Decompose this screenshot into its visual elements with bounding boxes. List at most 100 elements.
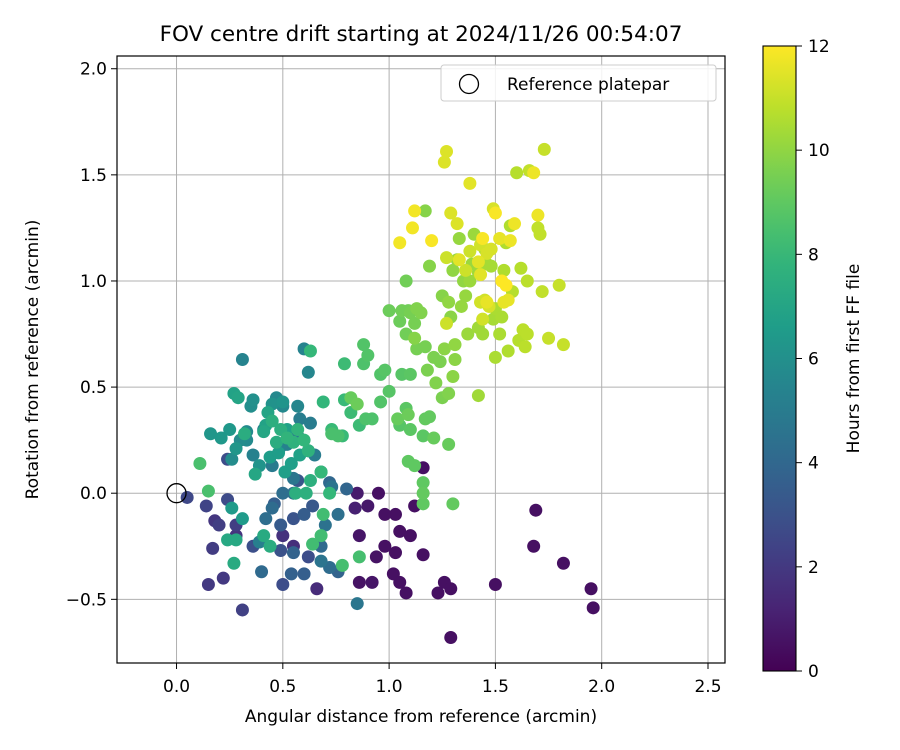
data-point [497, 263, 511, 277]
data-point [331, 507, 345, 521]
data-point [352, 550, 366, 564]
data-point [408, 204, 422, 218]
data-point [520, 274, 534, 288]
y-axis-label: Rotation from reference (arcmin) [23, 220, 43, 500]
data-point [471, 389, 485, 403]
data-point [431, 586, 445, 600]
data-point [314, 554, 328, 568]
data-point [416, 486, 430, 500]
y-tick-label: 1.0 [80, 272, 107, 292]
data-point [448, 338, 462, 352]
data-point [533, 227, 547, 241]
data-point [340, 482, 354, 496]
data-point [335, 558, 349, 572]
data-point [446, 369, 460, 383]
data-point [371, 486, 385, 500]
data-point [408, 331, 422, 345]
data-point [316, 395, 330, 409]
data-point [418, 204, 432, 218]
data-point [520, 327, 534, 341]
data-point [310, 582, 324, 596]
data-point [459, 289, 473, 303]
data-point [369, 550, 383, 564]
legend-box [440, 64, 717, 102]
data-point [357, 338, 371, 352]
data-point [493, 232, 507, 246]
data-point [408, 459, 422, 473]
data-point [306, 499, 320, 513]
data-point [301, 444, 315, 458]
data-point [393, 236, 407, 250]
data-point [272, 446, 286, 460]
colorbar-tick-label: 8 [808, 245, 819, 265]
data-point [299, 486, 313, 500]
data-point [201, 577, 215, 591]
data-point [352, 575, 366, 589]
x-tick-label: 0.0 [163, 677, 190, 697]
data-point [527, 166, 541, 180]
data-point [442, 386, 456, 400]
data-point [510, 166, 524, 180]
x-tick-label: 2.0 [588, 677, 615, 697]
data-point [493, 327, 507, 341]
data-point [388, 507, 402, 521]
data-point [265, 414, 279, 428]
data-point [276, 577, 290, 591]
data-point [556, 556, 570, 570]
data-point [433, 355, 447, 369]
data-point [495, 310, 509, 324]
data-point [238, 427, 252, 441]
data-point [206, 541, 220, 555]
data-point [418, 340, 432, 354]
data-point [452, 253, 466, 267]
data-point [403, 529, 417, 543]
data-point [488, 350, 502, 364]
data-point [393, 575, 407, 589]
data-point [501, 344, 515, 358]
legend-marker-icon [458, 73, 480, 95]
data-point [586, 601, 600, 615]
data-point [293, 412, 307, 426]
data-point [440, 251, 454, 265]
data-point [448, 353, 462, 366]
data-point [442, 295, 456, 309]
data-point [223, 423, 237, 437]
data-point [289, 486, 303, 500]
colorbar: 0 2 4 6 8 10 12 Hours from first FF file [762, 37, 864, 682]
data-point [476, 327, 490, 341]
data-point [348, 501, 362, 515]
data-point [303, 416, 317, 430]
data-point [337, 357, 351, 371]
grid-lines [117, 56, 725, 663]
data-point [474, 268, 488, 282]
colorbar-tick-label: 6 [808, 350, 819, 370]
data-point [284, 456, 298, 470]
data-point [401, 408, 415, 422]
data-point [314, 465, 328, 479]
data-point [480, 295, 494, 309]
data-point [291, 423, 305, 437]
data-point [255, 565, 269, 579]
colorbar-ticks: 0 2 4 6 8 10 12 [796, 37, 830, 682]
y-tick-label: −0.5 [66, 590, 107, 610]
chart-title: FOV centre drift starting at 2024/11/26 … [160, 22, 683, 47]
data-point [365, 412, 379, 426]
data-point [508, 217, 522, 231]
x-axis-label: Angular distance from reference (arcmin) [245, 707, 597, 727]
data-point [361, 348, 375, 362]
data-point [444, 582, 458, 596]
data-point [229, 442, 243, 456]
data-point [425, 234, 439, 248]
data-point [518, 340, 532, 354]
y-tick-label: 1.5 [80, 166, 107, 186]
data-point [216, 571, 230, 585]
data-point [246, 448, 260, 462]
data-point [440, 316, 454, 330]
data-point [291, 399, 305, 413]
data-point [463, 244, 477, 258]
data-point [257, 425, 271, 439]
data-point [257, 529, 271, 543]
data-point [463, 274, 477, 288]
colorbar-gradient [762, 45, 797, 672]
